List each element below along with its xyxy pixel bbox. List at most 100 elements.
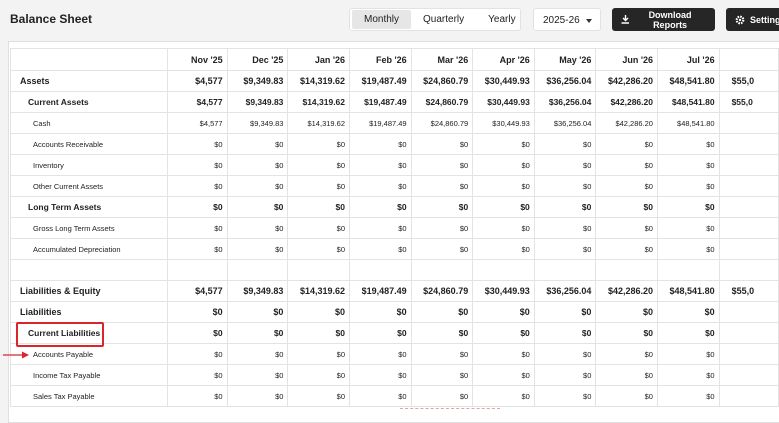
- value-cell: $0: [595, 238, 658, 260]
- value-cell: $0: [410, 301, 474, 323]
- period-tab[interactable]: Yearly: [476, 10, 527, 29]
- table-row: Other Current Assets $0 $0 $0 $0 $0 $0 $0 $0 $0: [9, 175, 779, 197]
- value-cell: $0: [595, 154, 658, 176]
- table-row: Liabilities $0 $0 $0 $0 $0 $0 $0 $0 $0: [9, 301, 779, 323]
- value-cell: $30,449.93: [472, 70, 535, 92]
- empty-cell: [718, 133, 779, 155]
- value-cell: $0: [472, 154, 535, 176]
- value-cell: $0: [472, 322, 535, 344]
- value-cell: $0: [472, 385, 535, 407]
- value-cell: $0: [595, 175, 658, 197]
- value-cell: $0: [656, 301, 720, 323]
- value-cell: $0: [226, 196, 289, 218]
- value-cell: $0: [349, 343, 412, 365]
- table-row: Assets $4,577 $9,349.83 $14,319.62 $19,487.4…: [9, 70, 779, 92]
- year-select[interactable]: 2025-26: [533, 8, 601, 31]
- value-cell: $42,286.20: [595, 112, 658, 134]
- value-cell: $19,487.49: [349, 91, 412, 113]
- value-cell: $0: [349, 301, 412, 323]
- value-cell: $48,541.80: [656, 91, 720, 113]
- value-cell: $0: [287, 322, 351, 344]
- table-row: Accumulated Depreciation $0 $0 $0 $0 $0 $0 $0 $0…: [9, 238, 779, 260]
- value-cell: $0: [226, 154, 289, 176]
- pointer-arrow: [3, 351, 29, 359]
- empty-cell: [718, 112, 779, 134]
- value-cell: $0: [656, 322, 720, 344]
- empty-cell: [718, 238, 779, 260]
- download-icon: [621, 15, 630, 24]
- value-cell: $14,319.62: [287, 70, 351, 92]
- value-cell: $0: [656, 343, 720, 365]
- value-cell: $0: [656, 196, 720, 218]
- empty-cell: [718, 154, 779, 176]
- value-cell: $30,449.93: [472, 91, 535, 113]
- value-cell: $0: [595, 196, 658, 218]
- value-cell: $0: [349, 133, 412, 155]
- value-cell: $14,319.62: [287, 280, 351, 302]
- value-cell: $30,449.93: [472, 280, 535, 302]
- table-row: Sales Tax Payable $0 $0 $0 $0 $0 $0 $0 $0 $0: [9, 385, 779, 407]
- value-cell: $0: [167, 343, 228, 365]
- value-cell: $24,860.79: [410, 70, 474, 92]
- value-cell: $48,541.80: [656, 280, 720, 302]
- period-tab[interactable]: Quarterly: [411, 10, 476, 29]
- value-cell: $0: [167, 301, 228, 323]
- value-cell: $0: [287, 238, 351, 260]
- row-label: Assets: [9, 70, 169, 92]
- column-header: Apr '26: [472, 48, 535, 71]
- value-cell: $0: [167, 364, 228, 386]
- value-cell: $24,860.79: [410, 91, 474, 113]
- value-cell: $0: [226, 175, 289, 197]
- value-cell: $0: [287, 301, 351, 323]
- period-tab[interactable]: Monthly: [352, 10, 412, 29]
- empty-cell: [472, 259, 535, 281]
- value-cell: $0: [472, 133, 535, 155]
- empty-cell: [718, 175, 779, 197]
- value-cell: $0: [533, 154, 597, 176]
- value-cell: $14,319.62: [287, 91, 351, 113]
- value-cell: $14,319.62: [287, 112, 351, 134]
- value-cell: $9,349.83: [226, 112, 289, 134]
- value-cell: $0: [595, 133, 658, 155]
- value-cell: $0: [226, 217, 289, 239]
- row-label: Gross Long Term Assets: [9, 217, 169, 239]
- value-cell: $0: [410, 364, 474, 386]
- value-cell: $0: [287, 196, 351, 218]
- value-cell: $0: [533, 364, 597, 386]
- table-row: Accounts Receivable $0 $0 $0 $0 $0 $0 $0 $0 $0: [9, 133, 779, 155]
- value-cell: $0: [287, 364, 351, 386]
- value-cell: $0: [533, 322, 597, 344]
- table-row: Liabilities & Equity $4,577 $9,349.83 $14,3…: [9, 280, 779, 302]
- value-cell: $42,286.20: [595, 280, 658, 302]
- value-cell: $0: [656, 154, 720, 176]
- value-cell: $0: [167, 322, 228, 344]
- value-cell: $0: [349, 217, 412, 239]
- value-cell: $30,449.93: [472, 112, 535, 134]
- download-button[interactable]: Download Reports: [612, 8, 715, 31]
- row-label: Liabilities: [9, 301, 169, 323]
- value-cell: $0: [410, 196, 474, 218]
- value-cell: $0: [656, 364, 720, 386]
- empty-cell: [656, 259, 720, 281]
- period-toggle: Monthly Quarterly Yearly: [349, 8, 521, 31]
- page: Balance Sheet Monthly Quarterly Yearly 2…: [3, 8, 779, 423]
- empty-cell: [718, 385, 779, 407]
- value-cell: $0: [533, 343, 597, 365]
- value-cell: $0: [410, 385, 474, 407]
- value-cell: $19,487.49: [349, 70, 412, 92]
- value-cell: $19,487.49: [349, 280, 412, 302]
- value-cell: $0: [595, 322, 658, 344]
- value-cell: $42,286.20: [595, 70, 658, 92]
- value-cell: $0: [226, 343, 289, 365]
- value-cell: $0: [349, 364, 412, 386]
- download-label: Download Reports: [648, 9, 692, 30]
- value-cell: $36,256.04: [533, 280, 597, 302]
- value-cell: $0: [287, 217, 351, 239]
- table-row: Gross Long Term Assets $0 $0 $0 $0 $0 $0 $0 $0 $0: [9, 217, 779, 239]
- value-cell: $0: [595, 385, 658, 407]
- value-cell: $0: [656, 133, 720, 155]
- empty-cell: [718, 322, 779, 344]
- value-cell: $19,487.49: [349, 112, 412, 134]
- settings-button[interactable]: Settings: [726, 8, 779, 31]
- value-cell: $48,541.80: [656, 112, 720, 134]
